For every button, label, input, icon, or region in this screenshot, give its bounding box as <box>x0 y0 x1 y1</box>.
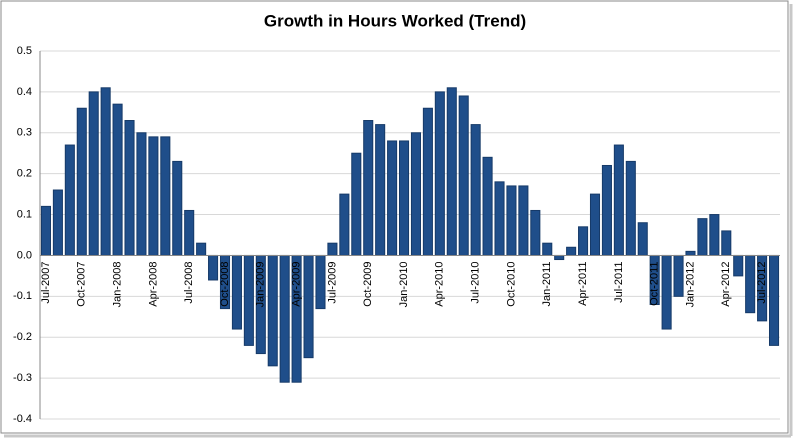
bar <box>100 87 111 256</box>
x-tick-label: Jan-2010 <box>398 261 410 307</box>
y-tick-label: -0.2 <box>13 331 32 343</box>
bar <box>339 193 350 256</box>
bar <box>542 242 553 256</box>
bar <box>160 136 171 256</box>
y-tick-label: 0.1 <box>17 208 32 220</box>
bar <box>446 87 457 256</box>
bar <box>136 132 147 256</box>
bar <box>76 107 87 256</box>
bar <box>625 160 636 256</box>
x-tick-label: Jul-2010 <box>470 261 482 303</box>
bar <box>88 91 99 256</box>
bar <box>482 156 493 256</box>
bar <box>387 140 398 256</box>
x-tick-label: Oct-2008 <box>219 261 231 306</box>
bar <box>518 185 529 256</box>
x-tick-label: Oct-2009 <box>362 261 374 306</box>
bar <box>506 185 517 256</box>
bar <box>64 144 75 256</box>
bar <box>184 209 195 256</box>
bar <box>52 189 63 256</box>
bar <box>589 193 601 256</box>
x-tick-label: Apr-2010 <box>434 261 446 306</box>
bar <box>494 181 505 256</box>
x-tick-label: Jan-2011 <box>541 261 553 306</box>
x-tick-label: Oct-2007 <box>76 261 88 306</box>
bar <box>733 254 744 277</box>
y-tick-label: 0.4 <box>17 86 32 98</box>
x-tick-label: Apr-2011 <box>577 261 589 305</box>
bar <box>243 254 254 346</box>
bar <box>673 254 684 297</box>
x-tick-label: Jul-2007 <box>40 261 52 303</box>
bar <box>745 254 756 314</box>
x-tick-label: Apr-2008 <box>147 261 159 306</box>
y-tick-label: 0.0 <box>17 249 32 261</box>
bar <box>398 140 410 256</box>
bar <box>721 230 732 256</box>
bar <box>196 242 207 256</box>
bar <box>267 254 278 367</box>
x-tick-label: Oct-2011 <box>649 261 661 305</box>
x-tick-label: Jul-2008 <box>183 261 195 303</box>
bar <box>124 120 135 256</box>
bar <box>303 254 314 359</box>
bar <box>363 120 374 256</box>
bar <box>566 246 577 256</box>
bar <box>709 214 720 256</box>
y-tick-label: -0.1 <box>13 290 32 302</box>
bar <box>697 218 708 256</box>
y-tick-label: 0.5 <box>17 45 32 57</box>
x-tick-label: Jan-2012 <box>684 261 696 307</box>
y-tick-label: 0.3 <box>17 127 32 139</box>
bar <box>112 103 123 256</box>
bar <box>208 254 219 281</box>
bar <box>148 136 159 256</box>
bar <box>661 254 672 330</box>
x-tick-label: Apr-2009 <box>291 261 303 306</box>
x-tick-label: Oct-2010 <box>505 261 517 306</box>
bar <box>637 222 648 256</box>
x-tick-label: Jan-2009 <box>255 261 267 307</box>
x-tick-label: Jul-2012 <box>756 261 768 303</box>
y-tick-label: 0.2 <box>17 168 32 180</box>
bar <box>470 124 481 256</box>
bar <box>351 152 362 256</box>
x-tick-label: Jan-2008 <box>111 261 123 307</box>
bar <box>422 107 433 256</box>
bar <box>327 242 338 256</box>
x-tick-label: Jul-2011 <box>613 261 625 302</box>
bar <box>40 205 52 256</box>
bar <box>530 209 541 256</box>
bar <box>375 124 386 256</box>
bar <box>613 144 624 256</box>
x-tick-label: Apr-2012 <box>720 261 732 306</box>
bar <box>578 226 589 256</box>
bar <box>172 160 183 256</box>
y-tick-label: -0.3 <box>13 372 32 384</box>
bar <box>231 254 242 330</box>
x-tick-label: Jul-2009 <box>326 261 338 303</box>
chart-title: Growth in Hours Worked (Trend) <box>264 11 526 30</box>
bar <box>410 132 422 256</box>
bar <box>434 91 445 256</box>
bar <box>601 164 612 256</box>
bar <box>768 254 780 346</box>
bar <box>554 254 565 261</box>
y-tick-label: -0.4 <box>13 413 32 425</box>
bar <box>685 250 696 256</box>
bar <box>279 254 290 383</box>
bar <box>458 95 469 256</box>
bar <box>315 254 326 310</box>
